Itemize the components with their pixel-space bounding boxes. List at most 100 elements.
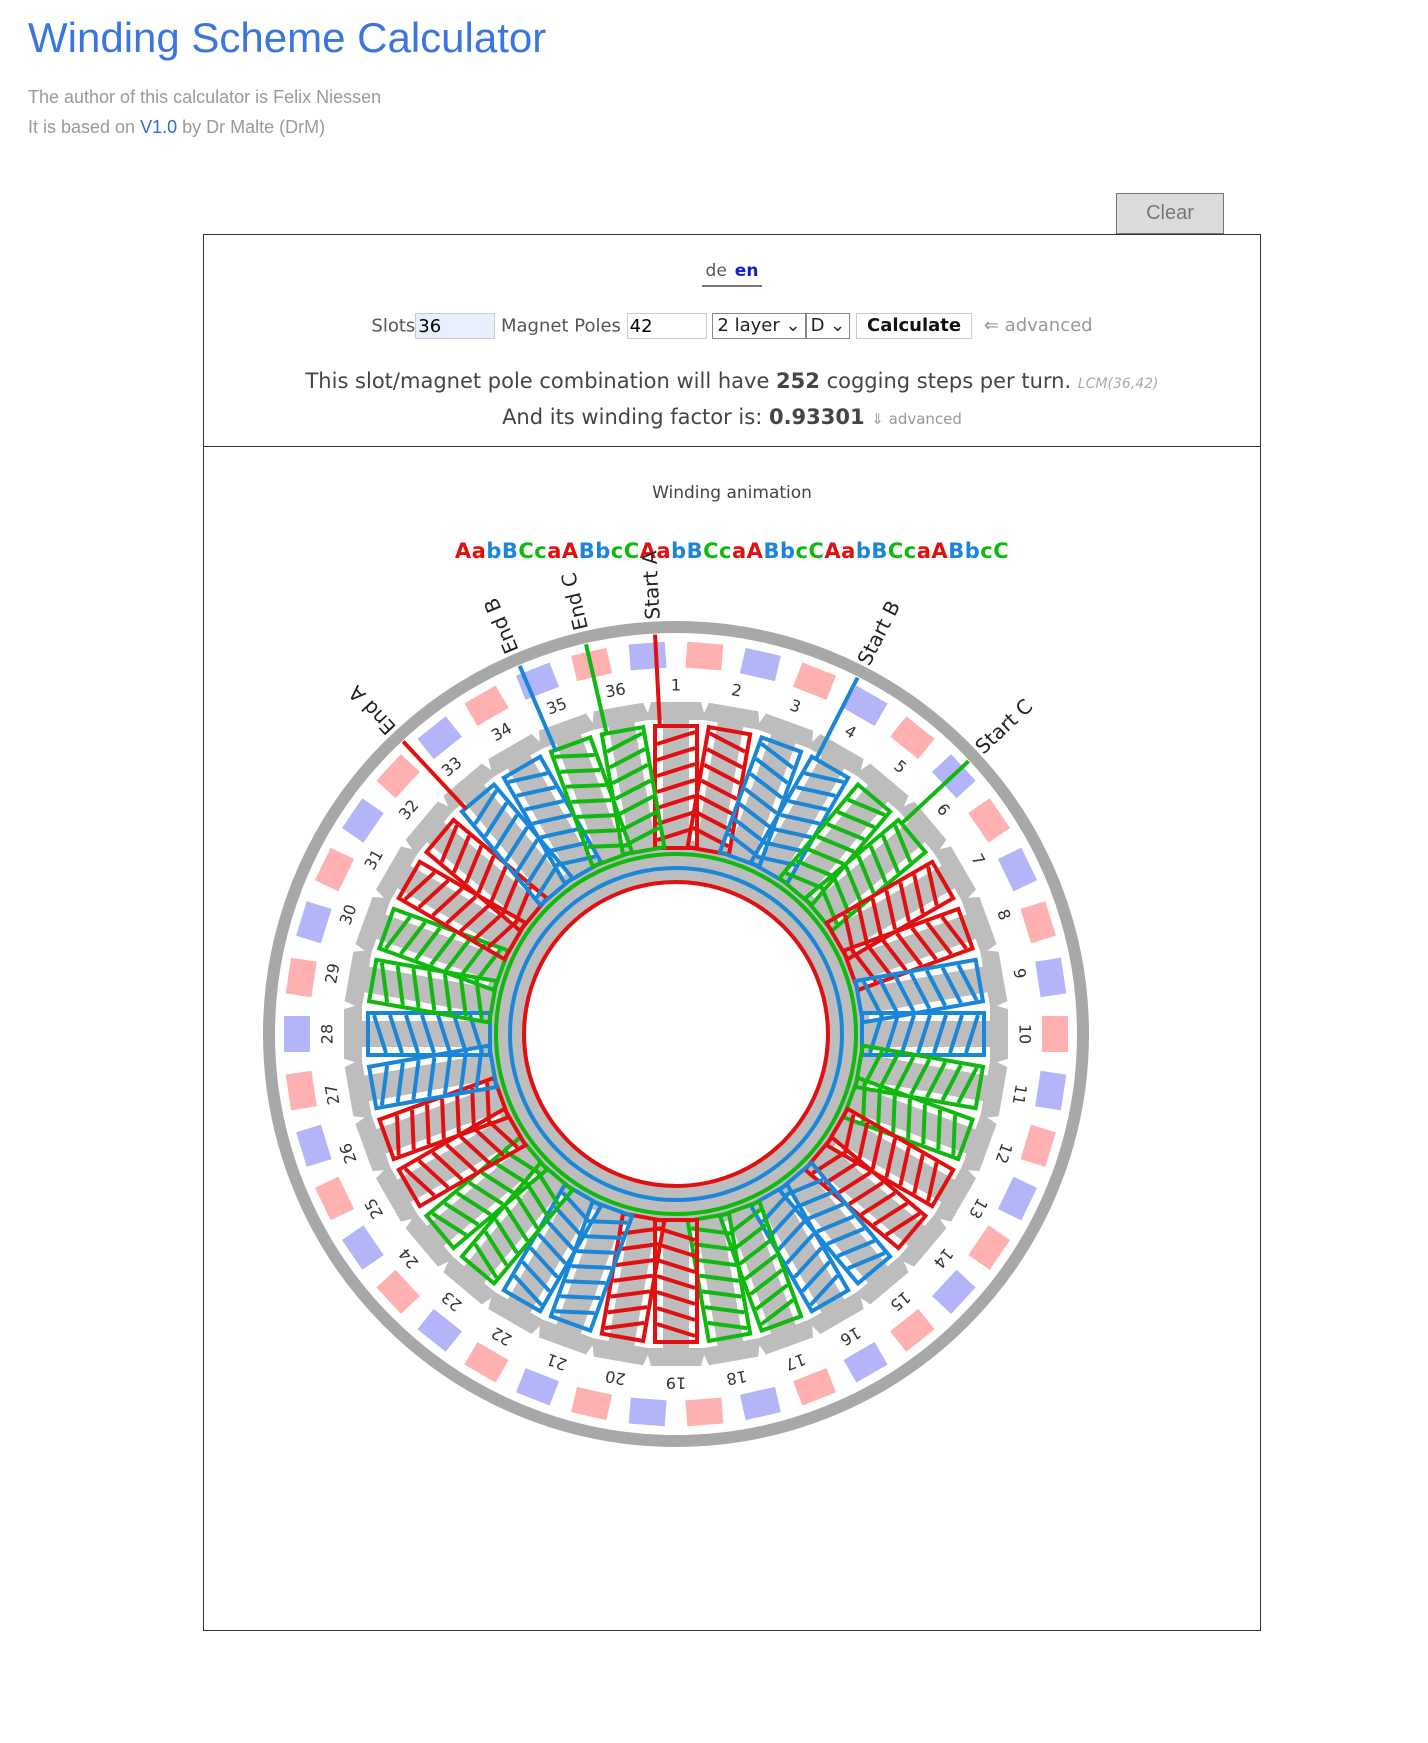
coil-turn — [395, 965, 405, 1006]
coil-turn — [835, 1170, 872, 1196]
coil-turn — [576, 1249, 617, 1255]
coil-turn — [468, 1181, 504, 1206]
coil-turn — [738, 802, 773, 830]
coil-turn — [877, 977, 900, 1016]
coil-turn — [545, 1218, 575, 1251]
coil-turn — [504, 1206, 529, 1242]
coil-turn — [431, 1211, 468, 1237]
tooth-body — [725, 1198, 802, 1349]
coil-turn — [925, 921, 953, 956]
coil-36 — [599, 724, 667, 857]
coil-turn — [891, 1093, 897, 1134]
advanced-link[interactable]: ⇐ advanced — [983, 315, 1093, 336]
lang-de-link[interactable]: de — [705, 261, 727, 281]
coil-turn — [464, 845, 484, 884]
coil-turn — [856, 1122, 870, 1162]
magnet-pole — [968, 798, 1011, 843]
magnet-pole — [739, 1386, 781, 1421]
magnet-pole — [1035, 957, 1067, 998]
coil-turn — [832, 875, 851, 915]
tooth-tip — [443, 1255, 498, 1305]
phase-a-bus — [522, 880, 830, 1188]
coil-turn — [458, 1051, 468, 1092]
tooth-tip — [405, 801, 455, 856]
magnet-pole — [932, 1269, 976, 1314]
layer-select[interactable]: 2 layer ⌄ — [712, 313, 806, 339]
magnet-pole — [685, 641, 724, 671]
tooth-tip — [700, 1338, 761, 1366]
connection-select[interactable]: D ⌄ — [805, 313, 851, 339]
coil-turn — [925, 969, 947, 1007]
magnet-block — [739, 647, 781, 682]
coil-turn — [611, 763, 649, 785]
stator-tooth — [405, 1139, 547, 1267]
tooth-tip — [344, 1058, 372, 1119]
coil-turn — [826, 822, 865, 842]
winding-advanced-link[interactable]: ⇓ advanced — [871, 410, 962, 428]
coil-9 — [853, 957, 986, 1025]
coil-turn — [604, 1320, 645, 1331]
chevron-down-icon: ⌄ — [824, 315, 846, 336]
magnet-block — [968, 798, 1011, 843]
slot-number: 30 — [336, 902, 361, 928]
tooth-tip — [854, 763, 909, 813]
coil-turn — [656, 730, 696, 746]
lead-end-a — [401, 740, 468, 811]
magnet-poles-label: Magnet Poles — [501, 315, 621, 337]
coil-turn — [445, 1143, 478, 1173]
slot-number: 36 — [604, 679, 627, 701]
slot-number: 26 — [336, 1141, 361, 1167]
coil-27 — [366, 1043, 499, 1111]
sequence-letter: a — [841, 539, 856, 563]
magnet-pole — [516, 1368, 560, 1406]
coil-turn — [404, 1014, 420, 1054]
v1-link[interactable]: V1.0 — [140, 117, 178, 137]
label-start-b: Start B — [852, 597, 905, 669]
coil-turn — [488, 865, 508, 905]
magnet-block — [1020, 1124, 1056, 1167]
slot-number: 21 — [544, 1350, 570, 1375]
magnet-block — [628, 1397, 667, 1427]
coil-turn — [452, 1014, 468, 1054]
coil-turn — [571, 798, 612, 804]
magnet-pole — [1042, 1016, 1068, 1052]
coil-turn — [836, 1239, 876, 1258]
magnet-block — [376, 1269, 420, 1314]
coil-turn — [560, 768, 601, 774]
coil-turn — [458, 976, 468, 1017]
coil-turn — [893, 975, 916, 1013]
magnet-pole — [792, 1368, 836, 1406]
stator-tooth — [725, 713, 814, 870]
slots-input[interactable] — [415, 313, 496, 339]
coil-16 — [748, 1181, 851, 1314]
sequence-letter: c — [903, 539, 917, 563]
coil-turn — [916, 1014, 932, 1054]
coil-turn — [554, 752, 595, 759]
magnet-poles-input[interactable] — [626, 313, 707, 339]
coil-turn — [403, 1167, 436, 1197]
tooth-tip — [591, 1338, 652, 1366]
slot-number: 13 — [965, 1195, 992, 1222]
sequence-letter: c — [980, 539, 994, 563]
tooth-tip — [488, 1290, 545, 1335]
coil-6 — [802, 817, 929, 934]
coil-turn — [801, 1260, 831, 1293]
coil-turn — [411, 1059, 421, 1100]
magnet-block — [890, 716, 935, 760]
coil-turn — [754, 757, 789, 785]
calculate-button[interactable]: Calculate — [855, 313, 973, 339]
lang-en-link[interactable]: en — [734, 261, 759, 281]
based-on-line: It is based on V1.0 by Dr Malte (DrM) — [28, 112, 381, 142]
slot-number: 10 — [1016, 1024, 1035, 1044]
magnet-pole — [739, 647, 781, 682]
tooth-tip — [344, 1004, 362, 1064]
coil-turn — [483, 801, 509, 838]
clear-button[interactable]: Clear — [1116, 193, 1224, 234]
coil-turn — [532, 812, 572, 826]
coil-turn — [565, 1279, 606, 1285]
tooth-tip — [405, 1212, 455, 1267]
tooth-tip — [488, 733, 545, 778]
tooth-tip — [980, 1058, 1008, 1119]
animation-section: Winding animation AabBCcaABbcCAabBCcaABb… — [204, 447, 1260, 1630]
coil-turn — [399, 921, 427, 956]
